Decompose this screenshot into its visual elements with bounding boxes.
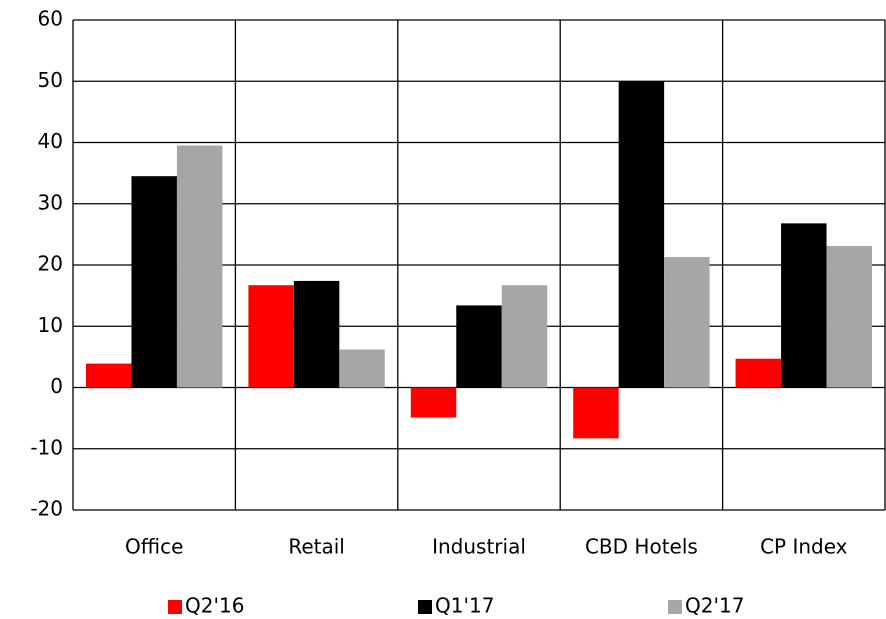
bar <box>176 145 223 388</box>
y-tick-label: 0 <box>50 374 63 398</box>
bar <box>664 257 710 388</box>
bar <box>781 223 827 388</box>
x-tick-label: Retail <box>288 535 345 559</box>
bar <box>573 387 619 439</box>
legend-label: Q2'16 <box>185 594 244 618</box>
y-tick-label: 30 <box>38 190 63 214</box>
bar <box>293 280 340 388</box>
x-tick-label: Office <box>125 535 183 559</box>
bar <box>826 246 872 388</box>
bar <box>86 363 132 388</box>
x-tick-label: Industrial <box>432 535 526 559</box>
y-tick-label: 60 <box>38 7 63 31</box>
legend-label: Q2'17 <box>685 594 744 618</box>
bar <box>410 387 457 418</box>
y-tick-label: 40 <box>38 129 63 153</box>
legend-swatch <box>418 600 432 614</box>
y-tick-label: 10 <box>38 313 63 337</box>
bar <box>248 285 294 388</box>
bar <box>456 305 502 388</box>
legend-swatch <box>168 600 182 614</box>
bar <box>131 176 177 388</box>
x-tick-label: CP Index <box>760 535 848 559</box>
y-tick-label: 20 <box>38 252 63 276</box>
legend-swatch <box>668 600 682 614</box>
bar <box>501 285 548 388</box>
legend-label: Q1'17 <box>435 594 494 618</box>
bar <box>339 349 385 388</box>
x-tick-label: CBD Hotels <box>585 535 698 559</box>
bar <box>735 358 782 388</box>
bar <box>618 81 665 388</box>
y-tick-label: -20 <box>30 497 63 521</box>
y-tick-label: -10 <box>30 435 63 459</box>
y-tick-label: 50 <box>38 68 63 92</box>
